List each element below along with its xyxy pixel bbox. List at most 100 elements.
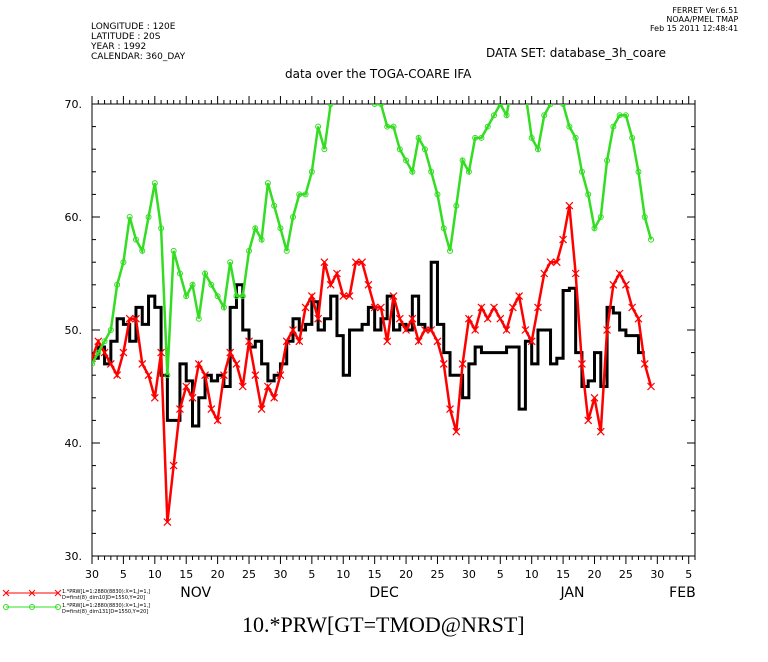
data-point-x (446, 405, 454, 414)
meta-line: CALENDAR: 360_DAY (91, 52, 186, 62)
data-point-o (164, 372, 171, 379)
data-point-x (596, 427, 605, 436)
x-tick-label: 15 (179, 568, 193, 581)
data-point-x (245, 337, 253, 346)
data-point-o (271, 202, 278, 209)
y-tick-label: 30. (65, 550, 83, 563)
data-point-o (428, 168, 435, 175)
data-point-o (277, 225, 284, 232)
data-point-o (315, 123, 322, 130)
data-point-o (528, 134, 535, 141)
data-point-x (395, 314, 404, 323)
data-point-o (622, 112, 629, 119)
data-point-x (590, 393, 599, 402)
data-point-x (377, 303, 385, 312)
data-point-o (484, 123, 491, 130)
data-point-x (433, 337, 442, 346)
month-label: JAN (560, 585, 585, 601)
data-point-x (270, 393, 279, 402)
data-point-x (439, 359, 448, 368)
meta-line: LONGITUDE : 120E (91, 22, 176, 32)
x-tick-label: 15 (368, 568, 382, 581)
x-tick-label: 30 (85, 568, 99, 581)
legend-line: 1.*PRW[L=1:2880(8830):X=1,J=1,] (62, 589, 151, 595)
data-point-o (107, 327, 114, 333)
meta-block: LONGITUDE : 120E LATITUDE : 20S YEAR : 1… (91, 22, 185, 62)
month-label: FEB (669, 585, 696, 601)
legend-marker-x (54, 589, 62, 597)
data-point-o (151, 180, 158, 187)
data-point-o (360, 68, 365, 73)
legend-line: D=first(8)_dim10]D=1550,Y=20] (62, 595, 146, 601)
data-point-o (195, 315, 202, 322)
data-point-x (640, 359, 649, 368)
data-point-o (353, 68, 358, 73)
data-point-o (453, 202, 460, 209)
data-point-x (113, 371, 122, 380)
data-point-x (647, 382, 655, 391)
data-point-o (523, 90, 528, 95)
data-point-x (521, 326, 530, 334)
x-axis-label: 10.*PRW[GT=TMOD@NRST] (242, 612, 525, 637)
data-point-x (263, 382, 272, 391)
data-point-o (629, 134, 636, 141)
x-tick-label: 30 (650, 568, 664, 581)
x-tick-label: 5 (497, 568, 504, 581)
data-point-o (541, 112, 548, 119)
data-point-o (478, 134, 485, 141)
data-point-o (233, 293, 240, 300)
data-point-o (421, 146, 428, 153)
data-point-x (238, 382, 247, 391)
data-point-x (226, 348, 235, 357)
data-point-o (202, 270, 209, 277)
data-point-x (464, 314, 473, 323)
data-point-o (239, 293, 246, 300)
data-point-o (139, 247, 146, 254)
data-point-x (307, 292, 316, 301)
data-point-x (584, 416, 593, 425)
data-point-o (258, 236, 265, 243)
data-point-o (183, 293, 190, 300)
x-tick-label: 30 (273, 568, 287, 581)
data-point-o (366, 79, 371, 84)
data-point-x (345, 292, 354, 301)
data-point-x (483, 314, 492, 323)
data-point-o (554, 79, 559, 84)
data-point-x (314, 314, 323, 323)
data-point-o (341, 90, 346, 95)
data-point-x (125, 314, 134, 323)
data-point-o (132, 236, 139, 243)
data-point-x (257, 405, 266, 414)
x-tick-label: 10 (148, 568, 162, 581)
data-point-x (188, 393, 197, 402)
data-point-x (132, 314, 140, 323)
data-point-x (615, 269, 624, 278)
data-point-x (383, 337, 392, 346)
data-point-x (176, 405, 184, 414)
data-point-x (565, 201, 574, 210)
y-tick-label: 70. (65, 98, 83, 111)
data-point-x (157, 348, 166, 357)
data-point-o (497, 104, 504, 107)
data-point-x (496, 314, 505, 323)
data-point-o (208, 281, 215, 288)
data-point-o (384, 123, 391, 130)
data-point-x (458, 359, 467, 368)
data-point-x (276, 371, 285, 380)
legend-marker-o (3, 604, 9, 610)
data-point-o (503, 112, 510, 119)
chart-title: data over the TOGA-COARE IFA (285, 67, 472, 81)
month-label: DEC (369, 585, 399, 601)
y-tick-label: 40. (65, 437, 83, 450)
data-point-o (585, 191, 592, 198)
data-point-o (635, 168, 642, 175)
legend-line: 1.*PRW[L=1:2880(8830):X=1,J=1,] (62, 603, 151, 609)
data-point-x (150, 393, 159, 402)
data-point-o (604, 157, 611, 164)
ferret-block: FERRET Ver.6.51 NOAA/PMEL TMAP Feb 15 20… (650, 6, 738, 33)
data-point-x (207, 405, 216, 414)
data-point-o (409, 168, 416, 175)
data-point-x (420, 326, 429, 334)
y-tick-label: 50. (65, 324, 83, 337)
